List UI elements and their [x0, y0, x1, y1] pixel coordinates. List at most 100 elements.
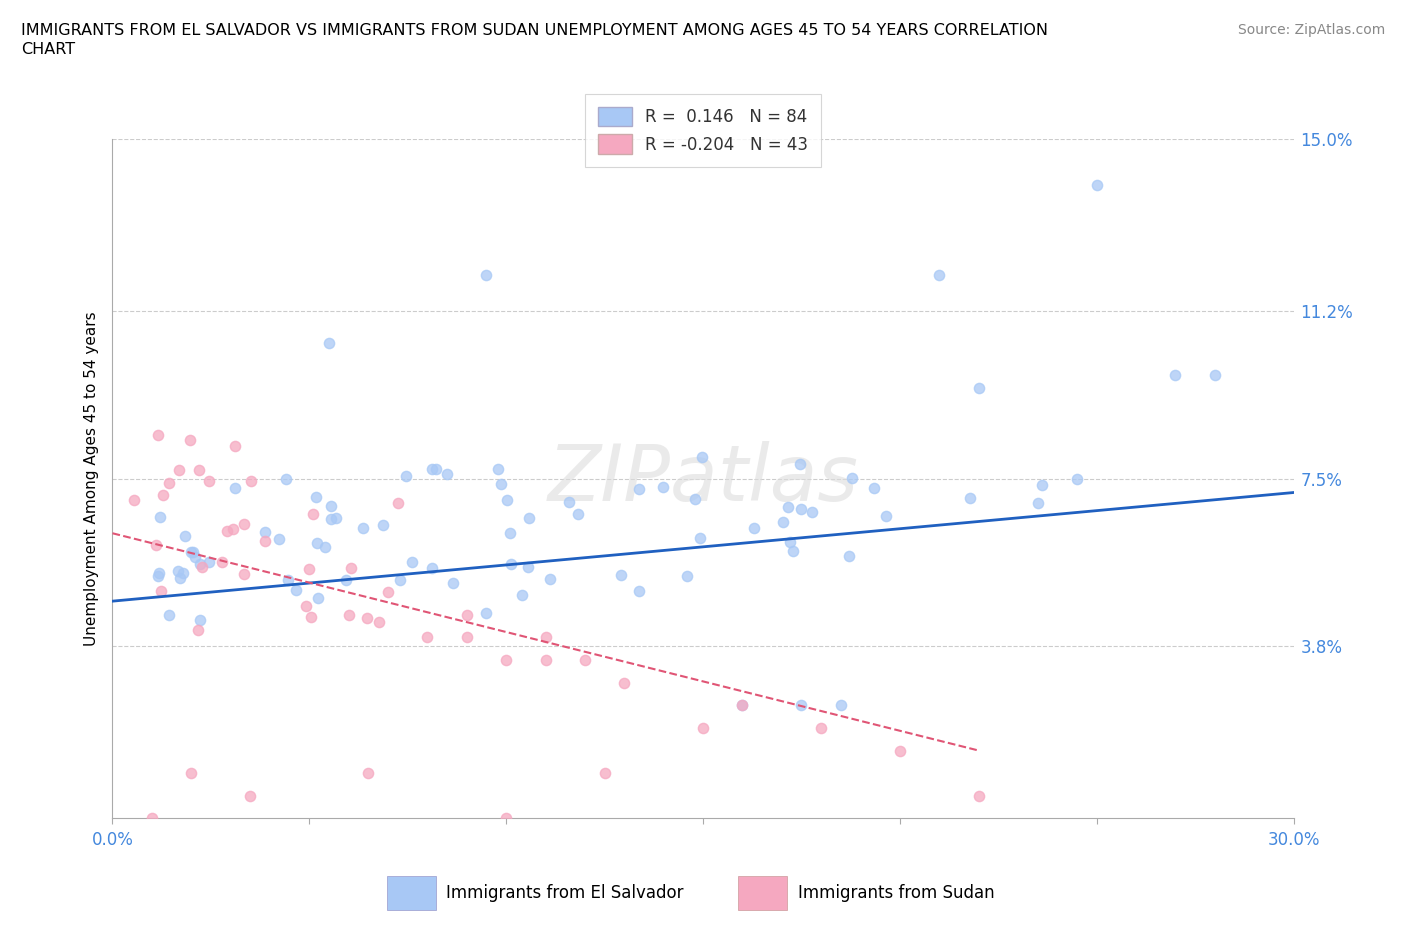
Point: [191, 560, 214, 575]
Point: [337, 607, 360, 622]
Point: [959, 491, 981, 506]
Point: [474, 605, 496, 620]
Point: [222, 522, 245, 537]
Point: [676, 568, 699, 583]
Point: [314, 540, 336, 555]
Point: [967, 381, 990, 396]
Point: [167, 564, 190, 578]
Point: [475, 268, 498, 283]
Point: [180, 765, 202, 780]
Point: [510, 587, 533, 602]
Point: [217, 524, 239, 538]
Point: [441, 576, 464, 591]
Point: [302, 506, 325, 521]
Point: [401, 555, 423, 570]
Point: [776, 499, 799, 514]
Point: [875, 509, 897, 524]
Point: [357, 765, 380, 780]
Text: Immigrants from Sudan: Immigrants from Sudan: [799, 884, 994, 902]
Point: [790, 698, 813, 712]
Point: [307, 536, 329, 551]
Point: [789, 457, 811, 472]
Point: [425, 461, 447, 476]
Point: [373, 517, 395, 532]
Point: [456, 630, 478, 644]
Point: [172, 565, 194, 580]
Point: [436, 467, 458, 482]
Point: [325, 511, 347, 525]
Point: [352, 521, 374, 536]
Point: [146, 568, 169, 583]
Point: [197, 555, 219, 570]
Point: [690, 450, 713, 465]
Point: [683, 492, 706, 507]
Point: [416, 630, 439, 644]
Text: Immigrants from El Salvador: Immigrants from El Salvador: [447, 884, 683, 902]
Text: CHART: CHART: [21, 42, 75, 57]
Point: [810, 721, 832, 736]
Point: [574, 653, 596, 668]
Point: [790, 501, 813, 516]
Point: [627, 583, 650, 598]
Point: [377, 585, 399, 600]
Point: [267, 531, 290, 546]
Text: Source: ZipAtlas.com: Source: ZipAtlas.com: [1237, 23, 1385, 37]
Point: [772, 514, 794, 529]
Point: [456, 607, 478, 622]
Point: [285, 582, 308, 597]
Point: [782, 544, 804, 559]
Point: [148, 566, 170, 581]
Point: [340, 561, 363, 576]
Point: [830, 698, 852, 712]
Point: [1164, 367, 1187, 382]
Point: [239, 789, 262, 804]
Point: [538, 572, 561, 587]
Point: [335, 572, 357, 587]
Point: [184, 550, 207, 565]
Point: [211, 555, 233, 570]
Point: [141, 811, 163, 826]
Point: [558, 494, 581, 509]
Point: [1026, 496, 1049, 511]
Point: [489, 477, 512, 492]
Point: [652, 480, 675, 495]
Point: [319, 512, 342, 526]
Point: [239, 473, 262, 488]
Point: [149, 510, 172, 525]
Point: [609, 568, 631, 583]
Point: [731, 698, 754, 712]
Point: [224, 480, 246, 495]
Point: [779, 535, 801, 550]
Point: [499, 556, 522, 571]
Point: [356, 610, 378, 625]
Point: [395, 469, 418, 484]
Bar: [387, 876, 436, 910]
Point: [495, 493, 517, 508]
Point: [307, 591, 329, 605]
Point: [534, 653, 557, 668]
Point: [1085, 178, 1108, 193]
Legend: R =  0.146   N = 84, R = -0.204   N = 43: R = 0.146 N = 84, R = -0.204 N = 43: [585, 94, 821, 167]
Point: [187, 623, 209, 638]
Point: [318, 336, 340, 351]
Point: [593, 765, 616, 780]
Point: [495, 653, 517, 668]
Y-axis label: Unemployment Among Ages 45 to 54 years: Unemployment Among Ages 45 to 54 years: [83, 312, 98, 646]
Point: [122, 492, 145, 507]
Point: [305, 489, 328, 504]
Point: [499, 525, 522, 540]
Point: [689, 530, 711, 545]
Point: [389, 573, 412, 588]
Point: [368, 615, 391, 630]
Point: [198, 473, 221, 488]
Point: [180, 545, 202, 560]
Point: [838, 549, 860, 564]
Point: [841, 471, 863, 485]
Point: [863, 481, 886, 496]
Point: [567, 507, 589, 522]
Point: [149, 584, 172, 599]
Point: [742, 521, 765, 536]
Point: [299, 609, 322, 624]
Point: [294, 599, 316, 614]
Point: [1031, 478, 1053, 493]
